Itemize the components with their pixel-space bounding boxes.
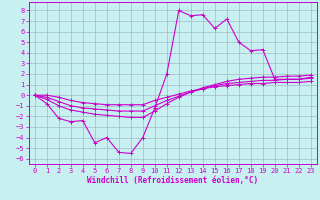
X-axis label: Windchill (Refroidissement éolien,°C): Windchill (Refroidissement éolien,°C) (87, 176, 258, 185)
